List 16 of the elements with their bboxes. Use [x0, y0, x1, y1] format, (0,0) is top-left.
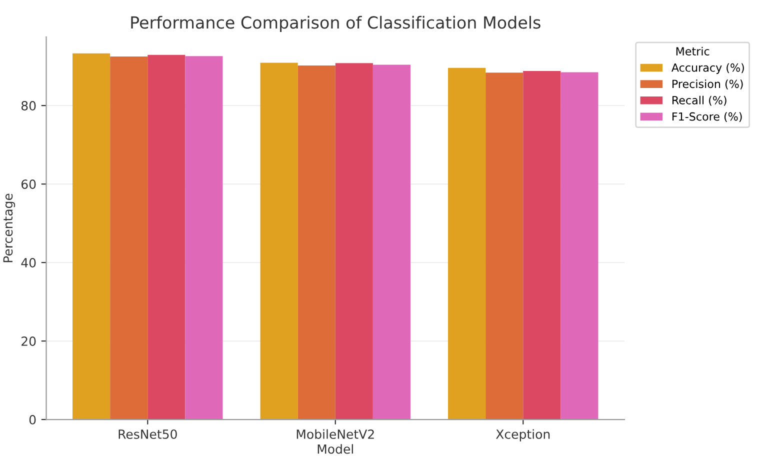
- y-tick-label: 0: [29, 414, 36, 424]
- y-axis-title: Percentage: [3, 194, 16, 262]
- legend-label: Accuracy (%): [671, 63, 744, 74]
- legend-title: Metric: [676, 46, 710, 56]
- chart-title: Performance Comparison of Classification Models: [131, 16, 540, 32]
- x-tick-label: ResNet50: [118, 429, 177, 439]
- y-tick-label: 60: [22, 180, 36, 189]
- y-tick-label: 40: [21, 258, 36, 268]
- y-tick-label: 20: [22, 336, 36, 346]
- legend-label: Recall (%): [672, 96, 726, 106]
- legend-label: Precision (%): [672, 80, 743, 90]
- x-axis-title: Model: [318, 444, 353, 454]
- x-tick-label: MobileNetV2: [296, 429, 374, 439]
- x-tick-label: Xception: [496, 429, 550, 442]
- legend-label: F1-Score (%): [672, 112, 742, 122]
- y-tick-label: 80: [21, 101, 36, 110]
